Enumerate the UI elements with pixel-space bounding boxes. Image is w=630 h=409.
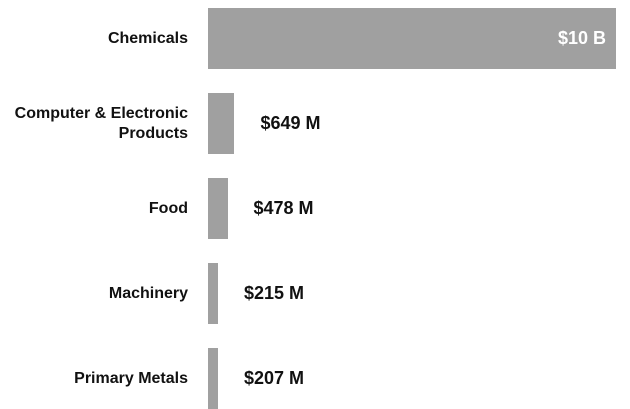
bar: [208, 178, 228, 239]
category-label: Primary Metals: [74, 369, 188, 387]
value-label: $10 B: [557, 28, 606, 48]
category-label: Chemicals: [107, 29, 188, 47]
bar: [208, 348, 218, 409]
category-label: Machinery: [108, 284, 188, 302]
bar: [208, 263, 218, 324]
bar: [208, 93, 235, 154]
value-label: $215 M: [244, 283, 305, 303]
bar: [208, 8, 616, 69]
category-label: Computer & Electronic Products: [14, 104, 188, 142]
value-label: $478 M: [253, 198, 314, 218]
category-label: Food: [148, 199, 188, 217]
value-label: $649 M: [260, 113, 321, 133]
value-label: $207 M: [244, 368, 305, 388]
